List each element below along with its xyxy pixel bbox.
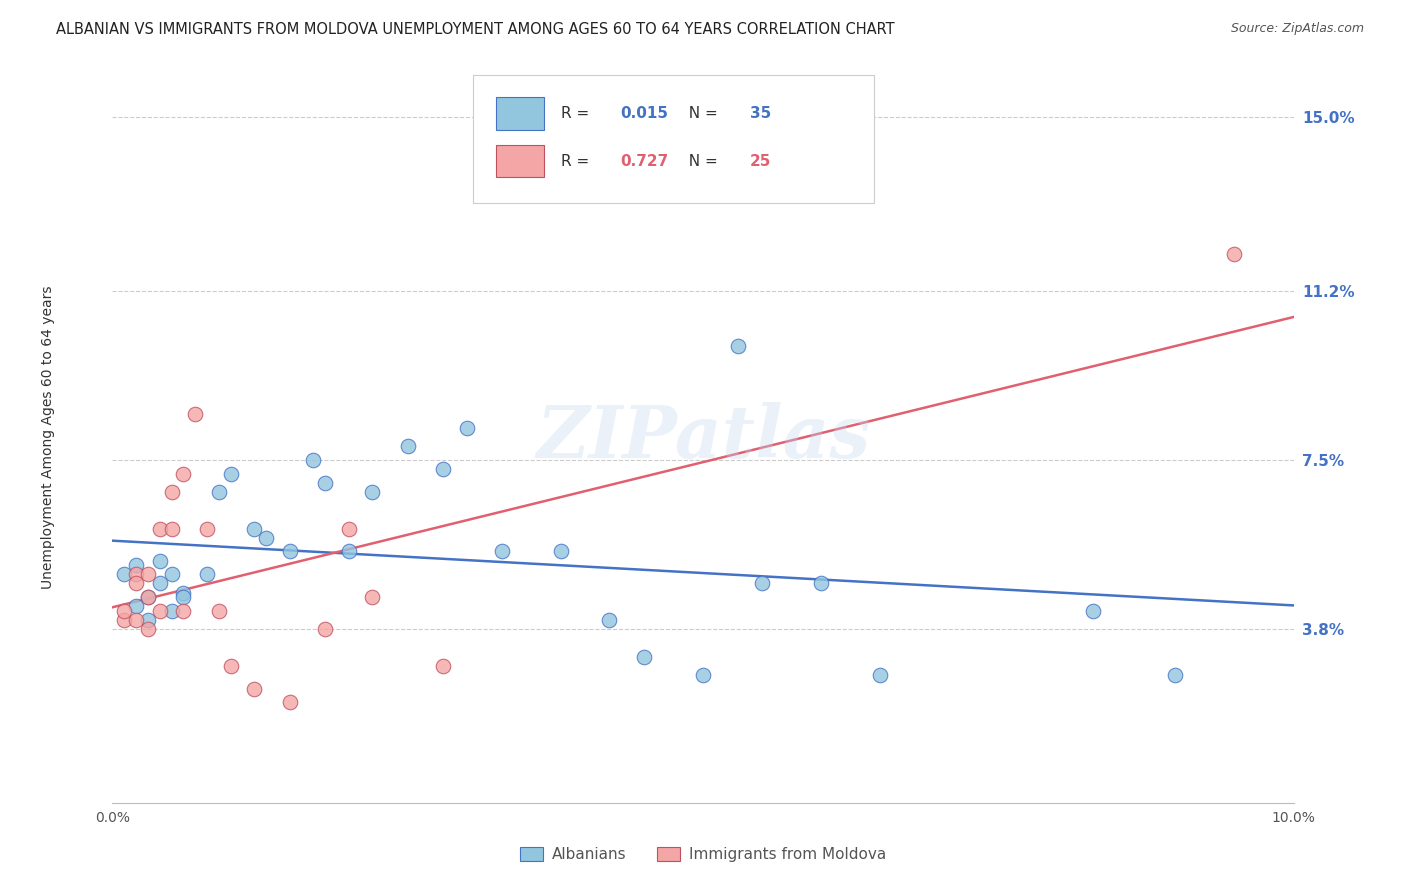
- Point: [136, 590, 159, 604]
- Point: [184, 407, 207, 421]
- Point: [125, 613, 148, 627]
- Point: [633, 649, 655, 664]
- Point: [172, 585, 194, 599]
- Point: [149, 604, 172, 618]
- Text: ZIPatlas: ZIPatlas: [536, 401, 870, 473]
- Text: N =: N =: [679, 153, 723, 169]
- Text: 35: 35: [751, 106, 772, 121]
- Text: Source: ZipAtlas.com: Source: ZipAtlas.com: [1230, 22, 1364, 36]
- Text: 0.727: 0.727: [620, 153, 669, 169]
- FancyBboxPatch shape: [496, 145, 544, 178]
- Point: [1164, 667, 1187, 681]
- Point: [136, 567, 159, 582]
- Point: [195, 567, 218, 582]
- Point: [278, 695, 301, 709]
- Point: [136, 613, 159, 627]
- Point: [1081, 604, 1104, 618]
- Point: [243, 681, 266, 696]
- Point: [396, 439, 419, 453]
- Text: N =: N =: [679, 106, 723, 121]
- Point: [432, 658, 454, 673]
- Point: [692, 667, 714, 681]
- Text: 25: 25: [751, 153, 772, 169]
- Point: [112, 613, 135, 627]
- Point: [125, 576, 148, 591]
- Point: [125, 558, 148, 573]
- Point: [278, 544, 301, 558]
- Point: [219, 658, 242, 673]
- Text: Unemployment Among Ages 60 to 64 years: Unemployment Among Ages 60 to 64 years: [41, 285, 55, 589]
- Point: [195, 521, 218, 535]
- Point: [112, 567, 135, 582]
- Point: [598, 613, 620, 627]
- Point: [456, 421, 478, 435]
- Point: [337, 521, 360, 535]
- Point: [550, 544, 572, 558]
- Point: [125, 599, 148, 614]
- Point: [810, 576, 832, 591]
- Point: [160, 521, 183, 535]
- Point: [160, 485, 183, 500]
- Point: [243, 521, 266, 535]
- Point: [160, 604, 183, 618]
- Point: [314, 475, 336, 490]
- Text: 0.015: 0.015: [620, 106, 668, 121]
- Point: [208, 485, 231, 500]
- Legend: Albanians, Immigrants from Moldova: Albanians, Immigrants from Moldova: [513, 841, 893, 868]
- Point: [208, 604, 231, 618]
- Point: [302, 453, 325, 467]
- Point: [361, 485, 384, 500]
- Point: [869, 667, 891, 681]
- Point: [254, 531, 277, 545]
- Point: [149, 576, 172, 591]
- Point: [432, 462, 454, 476]
- Point: [751, 576, 773, 591]
- Point: [1223, 247, 1246, 261]
- Point: [314, 622, 336, 636]
- Point: [337, 544, 360, 558]
- Point: [727, 338, 749, 352]
- Point: [112, 604, 135, 618]
- Point: [125, 567, 148, 582]
- Point: [136, 622, 159, 636]
- Point: [160, 567, 183, 582]
- Point: [219, 467, 242, 481]
- Point: [149, 521, 172, 535]
- Text: R =: R =: [561, 153, 595, 169]
- Point: [172, 590, 194, 604]
- Text: R =: R =: [561, 106, 595, 121]
- Point: [136, 590, 159, 604]
- FancyBboxPatch shape: [496, 97, 544, 130]
- Point: [149, 553, 172, 567]
- FancyBboxPatch shape: [472, 75, 875, 203]
- Point: [491, 544, 513, 558]
- Point: [172, 604, 194, 618]
- Text: ALBANIAN VS IMMIGRANTS FROM MOLDOVA UNEMPLOYMENT AMONG AGES 60 TO 64 YEARS CORRE: ALBANIAN VS IMMIGRANTS FROM MOLDOVA UNEM…: [56, 22, 894, 37]
- Point: [172, 467, 194, 481]
- Point: [361, 590, 384, 604]
